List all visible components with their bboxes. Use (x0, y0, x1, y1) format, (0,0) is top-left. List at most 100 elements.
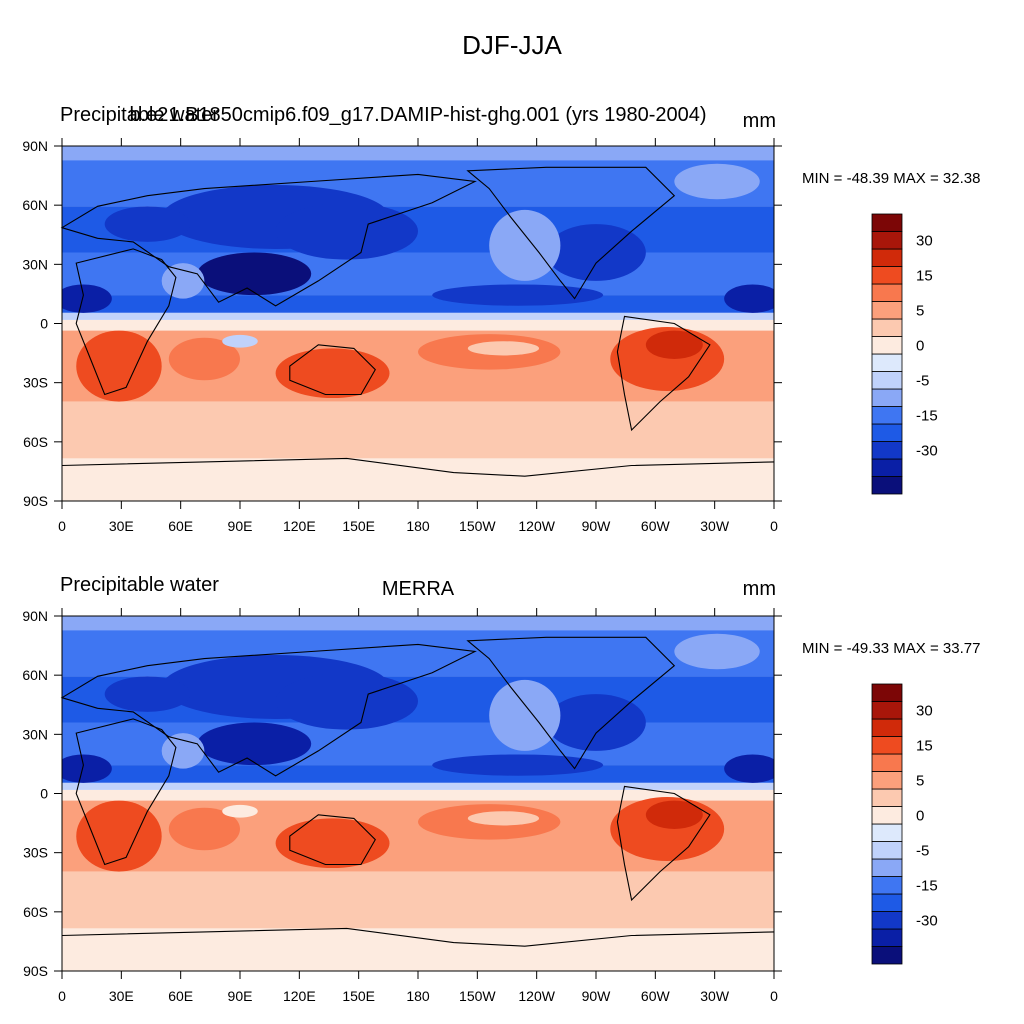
positive-anomaly (645, 330, 703, 359)
latitude-band (62, 319, 774, 331)
x-tick-label: 0 (770, 518, 778, 534)
colorbar-swatch (871, 788, 903, 807)
max-value: MAX = 33.77 (893, 640, 981, 657)
x-tick-label: 0 (58, 988, 66, 1004)
colorbar-swatch (871, 301, 903, 320)
colorbar-swatch (871, 353, 903, 372)
contour-field (62, 616, 774, 971)
colorbar-label: 30 (916, 702, 933, 719)
negative-anomaly (197, 722, 312, 766)
colorbar-label: 0 (916, 807, 924, 824)
colorbar-label: 15 (916, 267, 933, 284)
positive-anomaly (275, 348, 390, 399)
y-tick-label: 30N (22, 256, 48, 272)
positive-anomaly (168, 337, 240, 381)
positive-anomaly (645, 800, 703, 829)
colorbar-swatch (871, 231, 903, 250)
colorbar-swatch (871, 318, 903, 337)
negative-anomaly (275, 672, 418, 730)
colorbar-swatch (871, 336, 903, 355)
y-tick-label: 0 (40, 316, 48, 332)
x-tick-label: 120E (283, 988, 316, 1004)
map-panel-merra: 0 30E 60E 90E 120E 150E 180 150W 120W 90W 60W 30W 0 9… (0, 470, 1024, 1024)
positive-anomaly (275, 818, 390, 869)
y-tick-label: 90S (23, 963, 48, 979)
coastlines (60, 166, 775, 477)
panel-left-title: Precipitable water (60, 574, 219, 596)
x-tick-label: 60E (168, 988, 193, 1004)
colorbar-label: 0 (916, 337, 924, 354)
latitude-band (62, 782, 774, 790)
map-plot-model: 0 30E 60E 90E 120E 150E 180 150W 120W 90W 60W 30W 09… (22, 138, 938, 534)
negative-anomaly (104, 206, 191, 242)
panel-units: mm (742, 110, 776, 132)
x-tick-label: 150W (459, 988, 496, 1004)
y-tick-label: 0 (40, 786, 48, 802)
coastline (466, 636, 676, 770)
x-tick-label: 30W (700, 518, 730, 534)
colorbar-swatch (871, 718, 903, 737)
latitude-band (62, 458, 774, 501)
colorbar-swatch (871, 841, 903, 860)
y-tick-label: 90N (22, 608, 48, 624)
latitude-band (62, 160, 774, 207)
colorbar-swatch (871, 946, 903, 965)
weak-positive (467, 341, 540, 356)
x-tick-label: 60W (641, 988, 671, 1004)
colorbar-swatch (871, 406, 903, 425)
x-tick-label: 150E (342, 518, 375, 534)
colorbar-label: 30 (916, 232, 933, 249)
colorbar-swatch (871, 753, 903, 772)
coastline (289, 814, 376, 866)
x-tick-label: 30W (700, 988, 730, 1004)
figure-title: DJF-JJA (462, 30, 562, 60)
latitude-band (62, 401, 774, 459)
latitude-band (62, 146, 774, 161)
y-tick-label: 30N (22, 726, 48, 742)
latitude-band (62, 295, 774, 313)
x-tick-label: 0 (770, 988, 778, 1004)
colorbar-swatch (871, 701, 903, 720)
colorbar-label: -15 (916, 407, 938, 424)
latitude-band (62, 616, 774, 631)
negative-anomaly (275, 202, 418, 260)
colorbar-swatch (871, 771, 903, 790)
near-zero (222, 334, 258, 348)
positive-anomaly (168, 807, 240, 851)
y-tick-label: 90N (22, 138, 48, 154)
colorbar-label: -15 (916, 877, 938, 894)
negative-anomaly (724, 754, 774, 783)
panel-left-title: Precipitable water (60, 104, 219, 126)
latitude-band (62, 871, 774, 929)
latitude-band (62, 789, 774, 801)
colorbar-swatch (871, 388, 903, 407)
x-tick-label: 30E (109, 988, 134, 1004)
near-zero (222, 804, 258, 818)
coastlines (60, 636, 775, 947)
latitude-band (62, 312, 774, 320)
coastline (616, 315, 711, 432)
x-tick-label: 120W (518, 518, 555, 534)
colorbar-swatch (871, 213, 903, 232)
max-value: MAX = 32.38 (893, 170, 981, 187)
colorbar-label: -5 (916, 842, 929, 859)
negative-anomaly (546, 694, 646, 751)
negative-anomaly (724, 284, 774, 313)
negative-anomaly (104, 676, 191, 712)
positive-anomaly (76, 800, 162, 872)
coastline (289, 344, 376, 396)
colorbar-swatch (871, 893, 903, 912)
coastline (60, 173, 477, 307)
x-tick-label: 90W (582, 988, 612, 1004)
weak-negative (489, 679, 561, 751)
y-tick-label: 30S (23, 375, 48, 391)
x-tick-label: 90W (582, 518, 612, 534)
y-tick-label: 90S (23, 493, 48, 509)
x-tick-label: 180 (406, 518, 430, 534)
x-tick-label: 150W (459, 518, 496, 534)
colorbar-label: -5 (916, 372, 929, 389)
x-tick-label: 30E (109, 518, 134, 534)
panel-units: mm (742, 578, 776, 600)
coastline (616, 785, 711, 902)
coastline (61, 927, 775, 947)
